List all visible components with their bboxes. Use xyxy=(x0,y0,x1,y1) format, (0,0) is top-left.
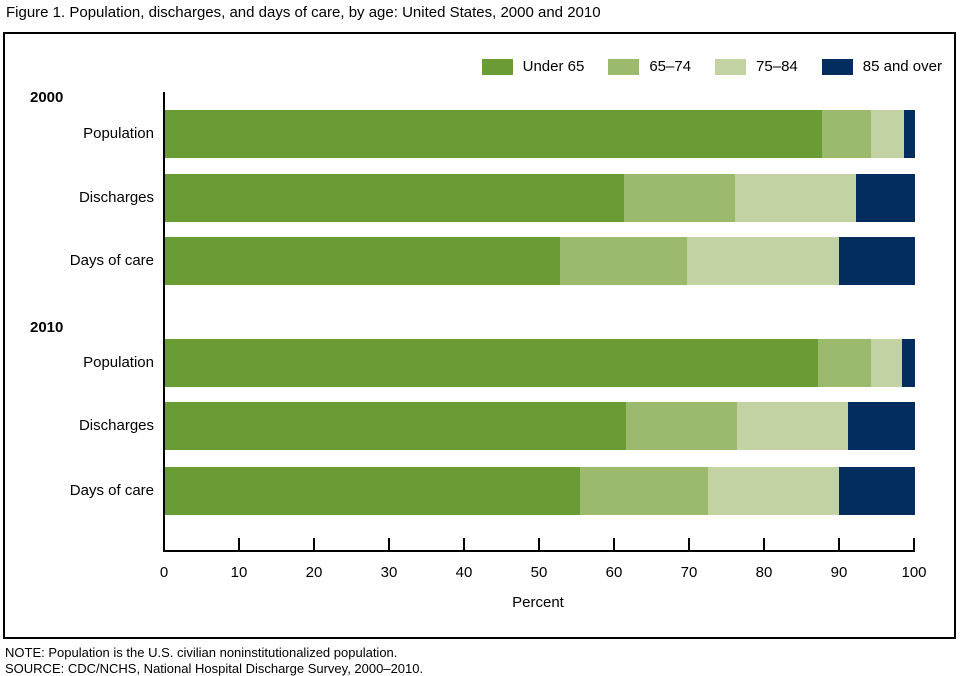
legend-swatch-icon xyxy=(608,58,640,75)
row-label: Discharges xyxy=(78,417,154,434)
legend-label: 75–84 xyxy=(756,58,798,75)
row-label: Discharges xyxy=(78,189,154,206)
x-tick-label: 20 xyxy=(305,564,323,581)
legend-label: 65–74 xyxy=(649,58,692,75)
x-tick xyxy=(313,538,315,550)
x-tick xyxy=(913,538,915,550)
group-label-2000: 2000 xyxy=(30,89,64,106)
x-tick-label: 100 xyxy=(901,564,927,581)
legend-item: Under 65 xyxy=(481,58,585,75)
note-text: NOTE: Population is the U.S. civilian no… xyxy=(5,645,398,660)
bar-segment-75–84 xyxy=(870,339,903,387)
bar-segment-Under-65 xyxy=(165,402,627,450)
legend-item: 75–84 xyxy=(715,58,798,75)
x-axis-title: Percent xyxy=(512,594,564,611)
bar-segment-85-and-over xyxy=(848,402,915,450)
x-tick xyxy=(538,538,540,550)
bar-segment-85-and-over xyxy=(902,339,915,387)
bar-segment-65–74 xyxy=(579,467,708,515)
bar-segment-75–84 xyxy=(735,174,856,222)
x-tick-label: 60 xyxy=(605,564,623,581)
y-axis-line xyxy=(163,92,165,552)
bar-segment-75–84 xyxy=(708,467,840,515)
x-tick xyxy=(763,538,765,550)
row-label: Population xyxy=(83,354,154,371)
x-axis-line xyxy=(163,550,915,552)
x-tick-label: 50 xyxy=(530,564,548,581)
group-label-2010: 2010 xyxy=(30,319,64,336)
bar-2000-days-of-care xyxy=(165,237,915,285)
x-tick-label: 0 xyxy=(159,564,169,581)
chart-box: Under 65 65–74 75–84 85 and over 0 10 20 30 40 5… xyxy=(3,32,956,639)
legend: Under 65 65–74 75–84 85 and over xyxy=(481,58,942,75)
source-text: SOURCE: CDC/NCHS, National Hospital Disc… xyxy=(5,661,424,676)
legend-label: 85 and over xyxy=(862,58,942,75)
bar-2000-population xyxy=(165,110,915,158)
legend-swatch-icon xyxy=(821,58,853,75)
bar-segment-Under-65 xyxy=(165,237,560,285)
legend-item: 65–74 xyxy=(608,58,691,75)
x-tick-label: 30 xyxy=(380,564,398,581)
row-label: Days of care xyxy=(69,252,154,269)
x-tick xyxy=(688,538,690,550)
legend-swatch-icon xyxy=(715,58,747,75)
bar-segment-65–74 xyxy=(822,110,871,158)
bar-2010-days-of-care xyxy=(165,467,915,515)
bar-segment-85-and-over xyxy=(903,110,915,158)
bar-segment-Under-65 xyxy=(165,174,624,222)
x-tick xyxy=(388,538,390,550)
legend-label: Under 65 xyxy=(522,58,585,75)
x-tick-label: 40 xyxy=(455,564,473,581)
bar-2010-discharges xyxy=(165,402,915,450)
row-label: Days of care xyxy=(69,482,154,499)
bar-segment-Under-65 xyxy=(165,467,580,515)
bar-segment-65–74 xyxy=(559,237,687,285)
bar-segment-Under-65 xyxy=(165,110,822,158)
plot-area: 0 10 20 30 40 50 60 70 80 90 100 Percent 2000 Populat… xyxy=(5,34,954,637)
figure-title: Figure 1. Population, discharges, and da… xyxy=(6,4,601,21)
bar-segment-75–84 xyxy=(687,237,840,285)
x-tick-label: 10 xyxy=(230,564,248,581)
x-tick xyxy=(838,538,840,550)
bar-segment-85-and-over xyxy=(839,467,915,515)
bar-segment-75–84 xyxy=(736,402,849,450)
bar-segment-Under-65 xyxy=(165,339,818,387)
x-tick-label: 80 xyxy=(755,564,773,581)
bar-segment-65–74 xyxy=(817,339,871,387)
bar-segment-65–74 xyxy=(626,402,737,450)
row-label: Population xyxy=(83,125,154,142)
x-tick xyxy=(463,538,465,550)
bar-segment-85-and-over xyxy=(855,174,915,222)
bar-2000-discharges xyxy=(165,174,915,222)
bar-segment-85-and-over xyxy=(839,237,915,285)
bar-segment-65–74 xyxy=(624,174,735,222)
x-tick-label: 90 xyxy=(830,564,848,581)
footnotes: NOTE: Population is the U.S. civilian no… xyxy=(5,645,423,676)
legend-swatch-icon xyxy=(481,58,513,75)
x-tick xyxy=(238,538,240,550)
x-tick xyxy=(613,538,615,550)
legend-item: 85 and over xyxy=(821,58,942,75)
bar-segment-75–84 xyxy=(870,110,904,158)
x-tick-label: 70 xyxy=(680,564,698,581)
bar-2010-population xyxy=(165,339,915,387)
